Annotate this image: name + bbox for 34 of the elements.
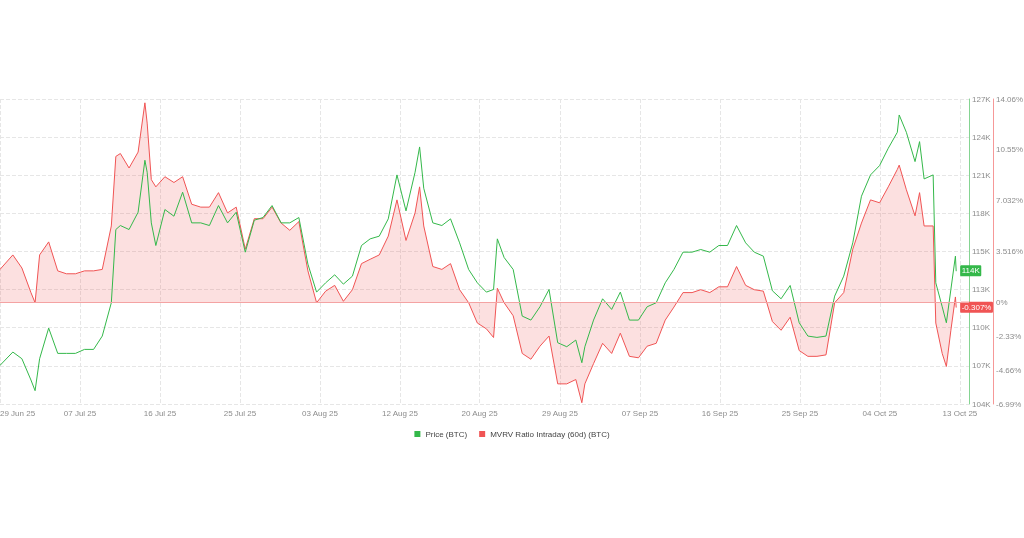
y-tick-label: 127K xyxy=(972,94,992,104)
x-tick-label: 25 Jul 25 xyxy=(223,408,257,418)
x-tick-label: 07 Sep 25 xyxy=(621,408,659,418)
y-tick-label: 118K xyxy=(972,208,991,218)
x-tick-label: 04 Oct 25 xyxy=(862,408,898,418)
y2-tick-label: 7.032% xyxy=(996,196,1024,206)
y2-tick-label: -6.99% xyxy=(996,399,1022,409)
y-tick-label: 124K xyxy=(972,132,992,142)
x-tick-label: 03 Aug 25 xyxy=(301,408,339,418)
legend-label: MVRV Ratio Intraday (60d) (BTC) xyxy=(490,429,610,439)
y2-tick-label: 0% xyxy=(996,298,1008,308)
x-tick-label: 29 Jun 25 xyxy=(0,408,36,418)
x-tick-label: 16 Sep 25 xyxy=(701,408,739,418)
x-tick-label: 12 Aug 25 xyxy=(381,408,419,418)
y2-tick-label: 14.06% xyxy=(996,94,1024,104)
x-tick-label: 25 Sep 25 xyxy=(781,408,819,418)
y-tick-label: 110K xyxy=(972,323,991,333)
legend-label: Price (BTC) xyxy=(425,429,468,439)
x-tick-label: 20 Aug 25 xyxy=(461,408,499,418)
y2-tick-label: -2.33% xyxy=(996,331,1022,341)
y2-tick-label: 10.55% xyxy=(996,145,1024,155)
data-label: -0.307% xyxy=(961,302,992,312)
x-tick-label: 16 Jul 25 xyxy=(143,408,177,418)
y-tick-label: 113K xyxy=(972,285,991,295)
y-tick-label: 104K xyxy=(972,399,992,409)
data-label: 114K xyxy=(961,266,981,276)
y2-tick-label: -4.66% xyxy=(996,365,1022,375)
x-tick-label: 13 Oct 25 xyxy=(942,408,978,418)
x-tick-label: 29 Aug 25 xyxy=(541,408,579,418)
y-tick-label: 107K xyxy=(972,361,992,371)
y2-tick-label: 3.516% xyxy=(996,247,1024,257)
y-tick-label: 115K xyxy=(972,247,991,256)
y-tick-label: 121K xyxy=(972,170,992,180)
x-tick-label: 07 Jul 25 xyxy=(63,408,97,418)
